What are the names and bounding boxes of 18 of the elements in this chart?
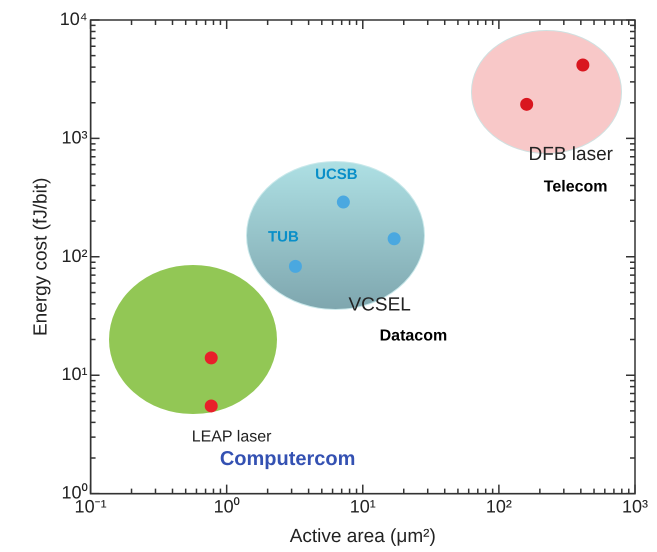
y-axis-title: Energy cost (fJ/bit) [30, 178, 52, 336]
y-tick-label: 10⁴ [60, 8, 88, 29]
y-tick-label: 10² [62, 246, 88, 266]
annotation: Computercom [220, 448, 356, 470]
x-axis-title: Active area (μm²) [290, 526, 436, 547]
annotation: UCSB [315, 166, 358, 184]
y-tick-label: 10¹ [62, 364, 88, 384]
annotation: TUB [268, 228, 300, 246]
annotation: Datacom [380, 327, 448, 344]
annotation: Telecom [544, 178, 608, 196]
annotation: VCSEL [348, 294, 411, 316]
y-tick-label: 10³ [62, 127, 88, 148]
annotation: LEAP laser [192, 428, 272, 446]
x-tick-label: 10² [486, 496, 512, 516]
annotation: DFB laser [528, 144, 614, 166]
x-tick-label: 10⁰ [214, 496, 240, 516]
x-tick-label: 10³ [622, 496, 648, 516]
x-tick-label: 10¹ [350, 496, 376, 516]
